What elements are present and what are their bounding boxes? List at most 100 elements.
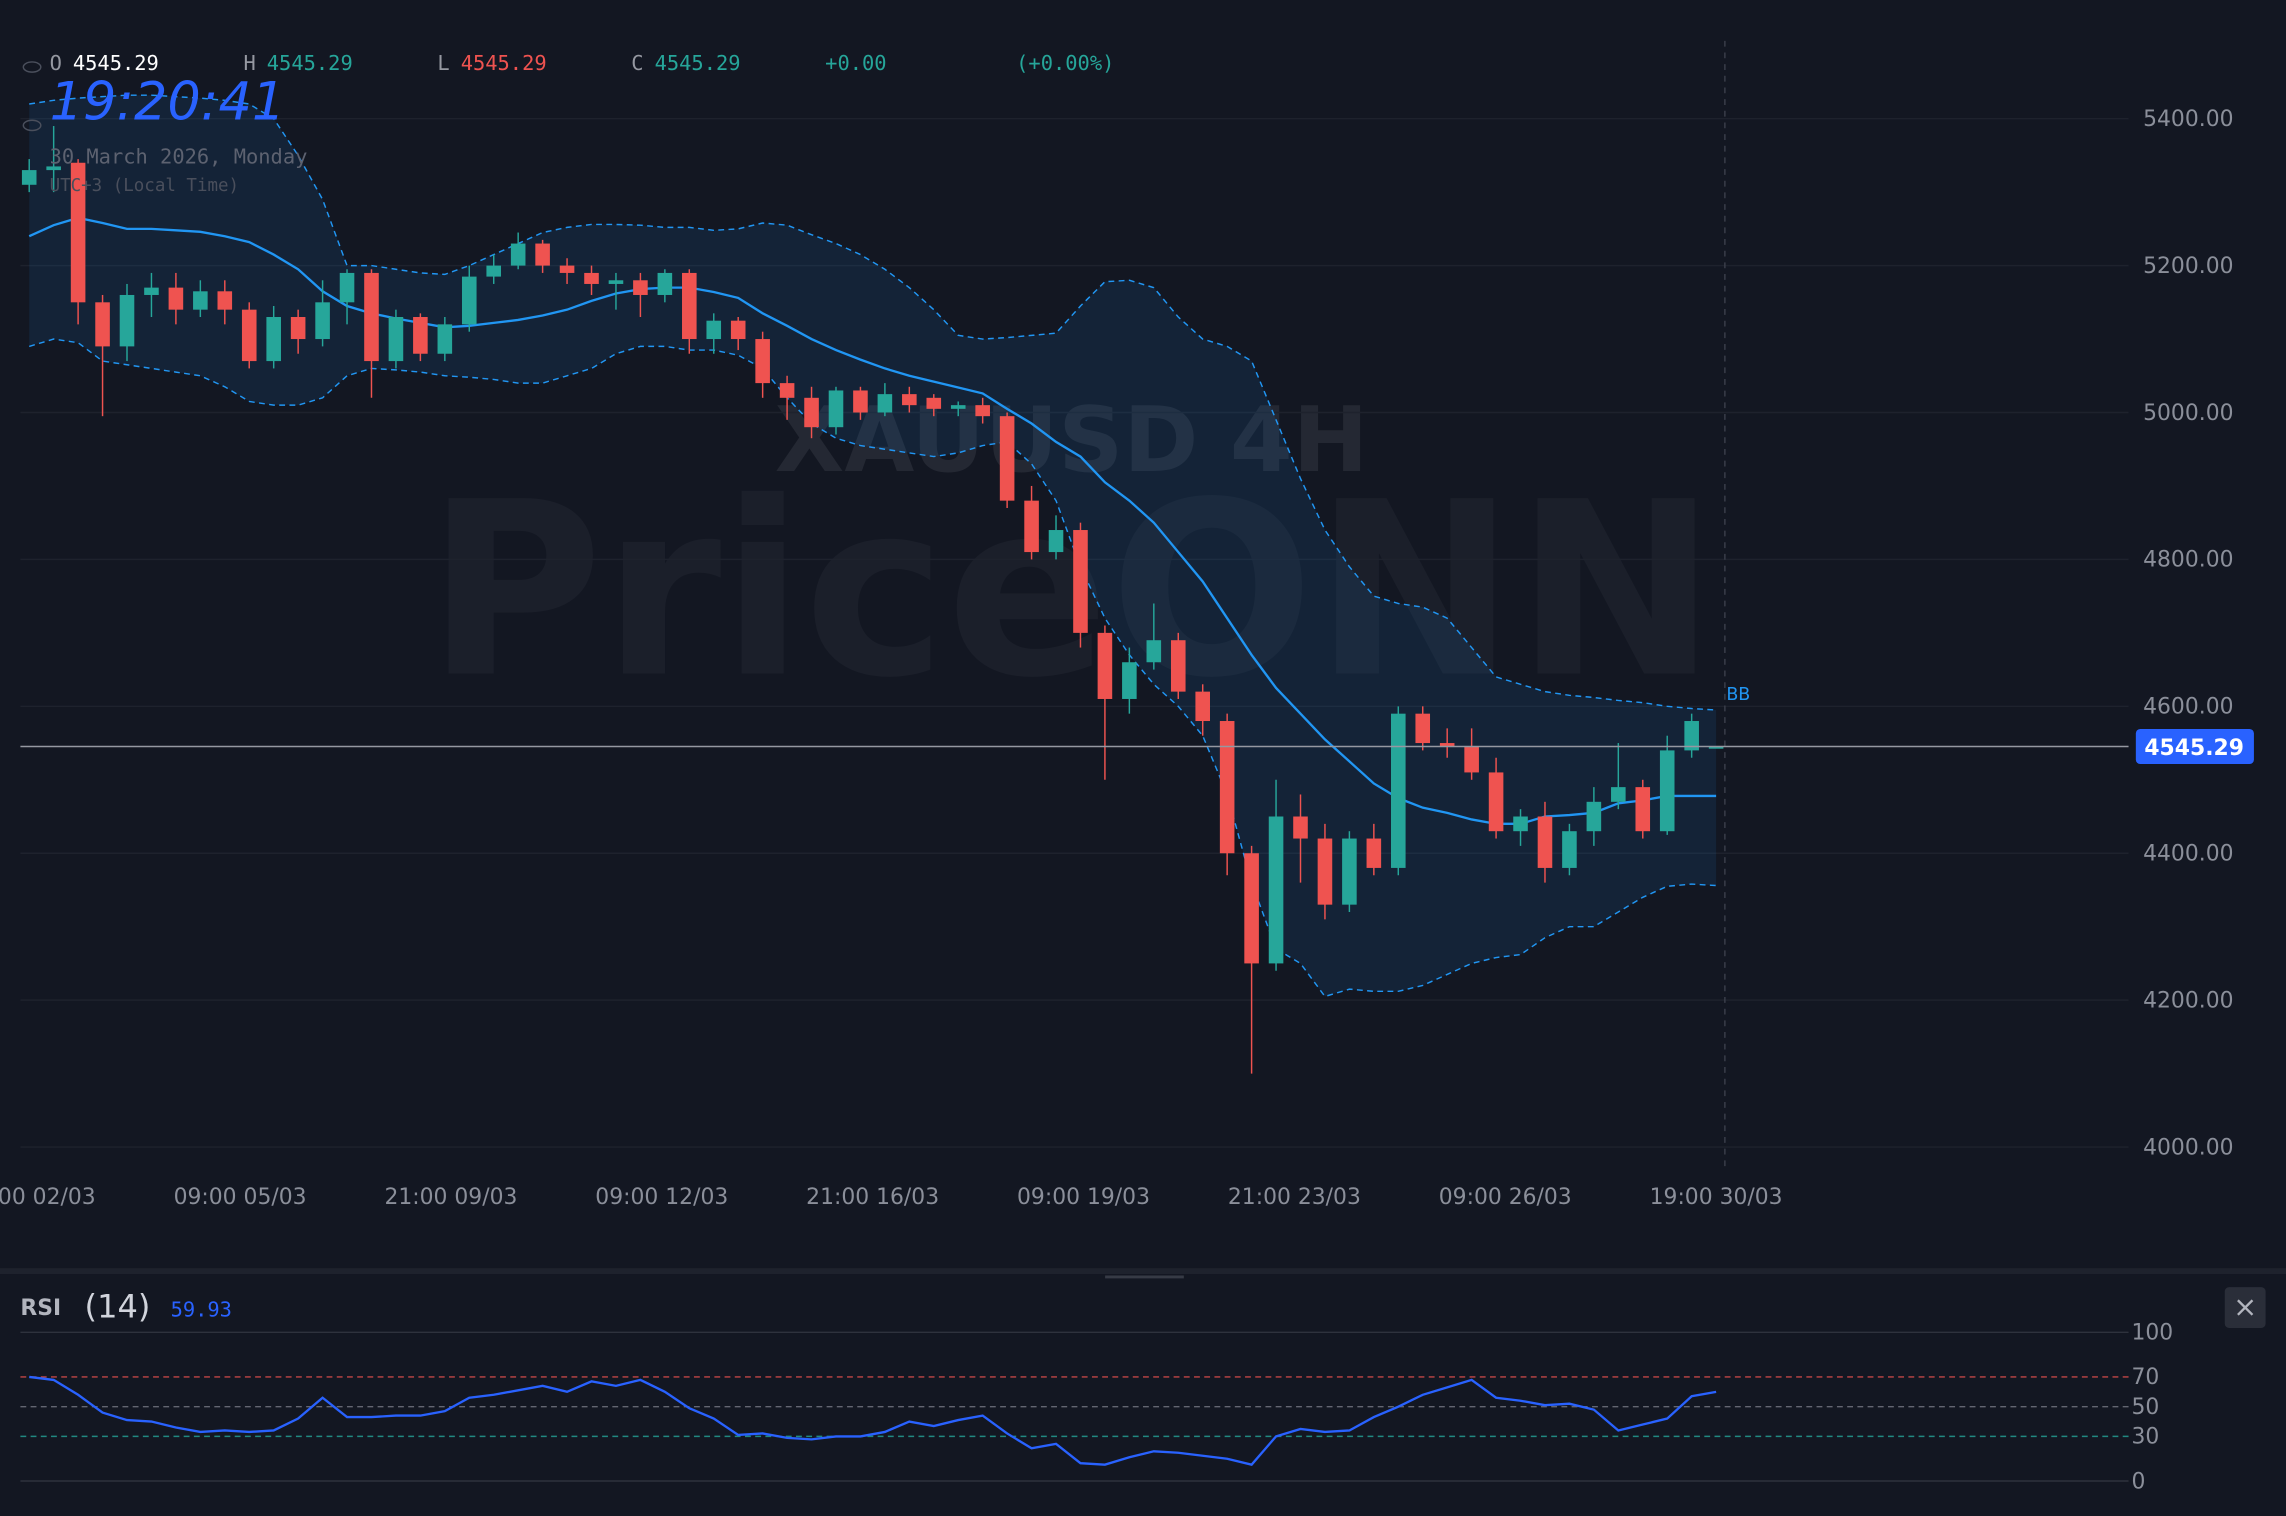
rsi-title: RSI [20,1296,61,1321]
candle-body [950,405,966,409]
candle-body [1244,853,1259,964]
candle-body [779,383,795,398]
ohlc-label: H [243,51,255,75]
eye-icon[interactable] [22,119,42,132]
candle-body [706,320,722,340]
candle-body [755,339,770,384]
candle-body [1268,816,1284,964]
change: +0.00 [825,51,886,75]
x-tick-label: 21:00 16/03 [806,1185,939,1210]
candle-body [1219,721,1235,854]
date: 30 March 2026, Monday [50,144,308,168]
candle-body [559,265,575,273]
candle-body [510,243,526,266]
candle-body [437,324,453,354]
price-plot: 4000.00 4200.00 4400.00 4600.00 4800.00 5000.… [0,40,2254,1210]
candle-body [241,309,257,362]
pane-handle[interactable] [1105,1275,1184,1279]
candle-body [46,166,61,171]
candle-body [1562,831,1577,868]
candle-body [1488,772,1504,832]
candle-body [853,390,868,413]
x-tick-label: 09:00 26/03 [1439,1185,1572,1210]
y-tick-label: 4000.00 [2143,1135,2233,1160]
candle-body [1170,640,1186,692]
rsi-plot: 0 30 50 70 100 [20,1321,2173,1494]
candle-body [1439,743,1455,747]
x-tick-label: 09:00 05/03 [174,1185,307,1210]
x-tick-label: 21:00 09/03 [384,1185,517,1210]
candle-body [1293,816,1308,839]
y-tick-label: 4600.00 [2143,695,2233,720]
x-tick-label: 19:00 30/03 [1650,1185,1783,1210]
candle-body [168,287,184,310]
candle-body [1611,787,1626,802]
eye-icon[interactable] [22,61,42,73]
bollinger-band-fill [29,95,1717,997]
last-price-tag [2135,729,2254,765]
candle-body [608,280,624,284]
candle-body [804,397,819,428]
ohlc-value: 4545.29 [73,51,159,75]
rsi-line [29,1375,1717,1466]
candle-body [1708,746,1724,749]
brand-watermark: PriceONN [426,450,1716,730]
candle-body [730,320,746,340]
candle-body [999,416,1015,501]
candle-body [1048,530,1064,553]
close-icon[interactable] [2237,1299,2254,1316]
candle-body [682,272,697,340]
change-percent: (+0.00%) [1016,51,1114,75]
candle-body [1586,801,1602,832]
y-tick-label: 5000.00 [2143,401,2233,426]
candle-body [657,272,673,295]
candle-body [1684,721,1699,751]
clock: 19:20:41 [50,72,286,133]
y-tick-label: 4200.00 [2143,988,2233,1013]
candle-body [144,287,159,295]
candle-body [1195,691,1210,722]
candle-body [461,276,477,325]
candle-body [1391,713,1406,868]
candle-body [217,291,233,310]
rsi-value: 59.93 [171,1297,232,1321]
ohlc-label: C [631,51,643,75]
close-button[interactable] [2224,1287,2266,1328]
bollinger-middle [28,216,1717,826]
candle-body [364,272,379,362]
candle-body [119,294,135,347]
rsi-tick-label: 50 [2131,1395,2159,1420]
candle-body [1366,838,1382,868]
rsi-tick-label: 70 [2131,1365,2159,1390]
candle-body [1415,713,1431,744]
x-tick-label: 21:00 23/03 [1228,1185,1361,1210]
candle-body [70,162,86,303]
pane-separator[interactable] [0,1268,2286,1275]
candle-body [828,390,844,428]
candle-body [1024,500,1039,553]
rsi-tick-label: 100 [2131,1321,2173,1346]
candle-body [413,317,428,354]
candle-body [1537,816,1553,868]
rsi-period: (14) [85,1288,151,1326]
candle-body [584,272,599,284]
candle-body [1635,787,1651,832]
candle-body [902,394,917,406]
candle-body [486,265,502,277]
candle-body [1122,662,1137,699]
candle-body [1464,746,1479,773]
candle-body [1146,640,1162,663]
x-tick-label: 09:00 12/03 [595,1185,728,1210]
candle-body [926,397,942,409]
bollinger-upper [29,94,1717,711]
y-tick-label: 5400.00 [2143,107,2233,132]
candle-body [877,394,893,413]
x-tick-label: 09:00 19/03 [1017,1185,1150,1210]
candle-body [1097,632,1113,699]
candle-body [535,243,550,266]
y-tick-label: 5200.00 [2143,254,2233,279]
candle-body [1317,838,1333,905]
candle-body [95,302,110,347]
